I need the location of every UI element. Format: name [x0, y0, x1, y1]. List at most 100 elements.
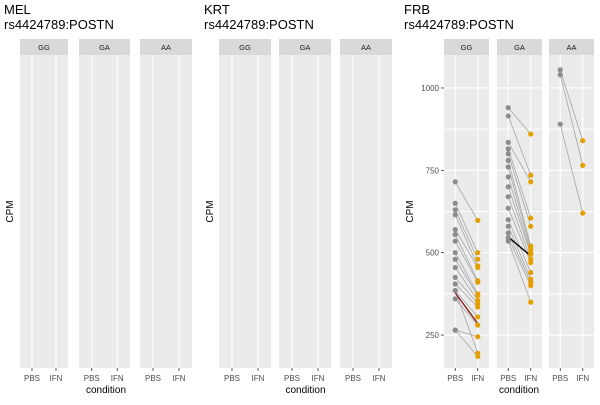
pair-line [507, 160, 532, 247]
pair-line [507, 241, 532, 303]
point-ifn [475, 217, 481, 223]
x-tick-label: IFN [312, 374, 325, 383]
x-tick-label: IFN [252, 374, 265, 383]
point-pbs [452, 274, 458, 280]
pair-line [454, 252, 479, 295]
y-tick-label: 1000 [421, 84, 439, 93]
point-ifn [580, 210, 586, 216]
facet-strip [340, 39, 392, 55]
facet-aa: AA PBS IFN [549, 39, 594, 383]
facet-panel [79, 55, 130, 368]
facet-strip [444, 39, 489, 55]
y-tick-label: 250 [426, 331, 440, 340]
x-tick-label: IFN [373, 374, 386, 383]
facet-strip [549, 39, 594, 55]
facet-gg: GG PBS IFN [219, 39, 271, 383]
point-pbs [452, 207, 458, 213]
point-ifn [528, 179, 534, 185]
point-pbs [505, 146, 511, 152]
point-pbs [505, 113, 511, 119]
pair-line [455, 329, 478, 338]
point-pbs [505, 223, 511, 229]
x-axis-label: condition [285, 385, 325, 396]
y-axis-label: CPM [405, 200, 416, 222]
pair-line [507, 237, 532, 286]
point-ifn [475, 353, 481, 360]
facet-ga: GA PBS IFN [79, 39, 130, 383]
facet-strip-label: GA [514, 43, 525, 52]
facet-strip-label: GA [300, 43, 311, 52]
x-axis-label: condition [499, 385, 539, 396]
pair-line [454, 181, 479, 221]
pair-line [454, 209, 479, 260]
facet-strip-label: AA [566, 43, 576, 52]
x-tick-label: IFN [471, 374, 484, 383]
facet-strip [219, 39, 271, 55]
x-tick-label: PBS [145, 374, 161, 383]
point-ifn [580, 162, 586, 168]
point-pbs [505, 184, 511, 190]
point-ifn [475, 250, 481, 256]
point-ifn [475, 334, 481, 340]
point-pbs [452, 200, 458, 206]
point-ifn [528, 131, 534, 137]
point-pbs [452, 264, 458, 271]
point-pbs [452, 281, 458, 287]
mean-line [507, 236, 532, 257]
pair-line [507, 142, 532, 183]
point-pbs [452, 238, 458, 244]
facet-strip [279, 39, 331, 55]
facet-panel [279, 55, 331, 368]
pair-line [507, 196, 532, 260]
pair-line [507, 148, 532, 219]
x-tick-label: PBS [24, 374, 40, 383]
point-pbs [452, 256, 458, 262]
mean-line [454, 292, 479, 324]
point-pbs [505, 238, 511, 244]
chart-title: FRB [404, 2, 430, 17]
point-pbs [505, 105, 511, 111]
x-tick-label: IFN [50, 374, 63, 383]
point-pbs [452, 250, 458, 256]
facet-panel [140, 55, 192, 368]
facet-strip-label: GG [239, 43, 251, 52]
chart-subtitle: rs4424789:POSTN [204, 17, 314, 32]
point-pbs [505, 217, 511, 223]
point-pbs [452, 296, 458, 302]
facet-panel [340, 55, 392, 368]
x-tick-label: IFN [173, 374, 186, 383]
facet-strip [140, 39, 192, 55]
point-pbs [557, 67, 563, 73]
pair-line [454, 277, 479, 305]
pair-line [507, 115, 532, 176]
pair-line [454, 298, 479, 326]
point-pbs [557, 121, 563, 127]
pair-line [507, 153, 532, 227]
point-pbs [452, 212, 458, 218]
facet-strip [79, 39, 130, 55]
pair-line [454, 290, 479, 318]
x-tick-label: PBS [284, 374, 300, 383]
pair-line [507, 166, 532, 250]
pair-line [507, 186, 532, 255]
point-pbs [505, 174, 511, 180]
pair-line [559, 124, 584, 214]
point-ifn [475, 256, 481, 262]
chart-subtitle: rs4424789:POSTN [4, 17, 114, 32]
pair-line [507, 232, 532, 283]
point-ifn [528, 299, 534, 305]
facet-ga: GA PBS IFN [497, 39, 542, 383]
facet-ga: GA PBS IFN [279, 39, 331, 383]
point-pbs [452, 227, 458, 233]
facet-strip-label: GG [461, 43, 473, 52]
pair-line [454, 240, 479, 283]
point-ifn [528, 215, 534, 221]
point-pbs [505, 151, 511, 157]
point-pbs [452, 287, 458, 294]
facet-gg: GG PBS IFN [20, 39, 68, 383]
y-axis-label: CPM [205, 200, 216, 222]
chart-title: KRT [204, 2, 230, 17]
